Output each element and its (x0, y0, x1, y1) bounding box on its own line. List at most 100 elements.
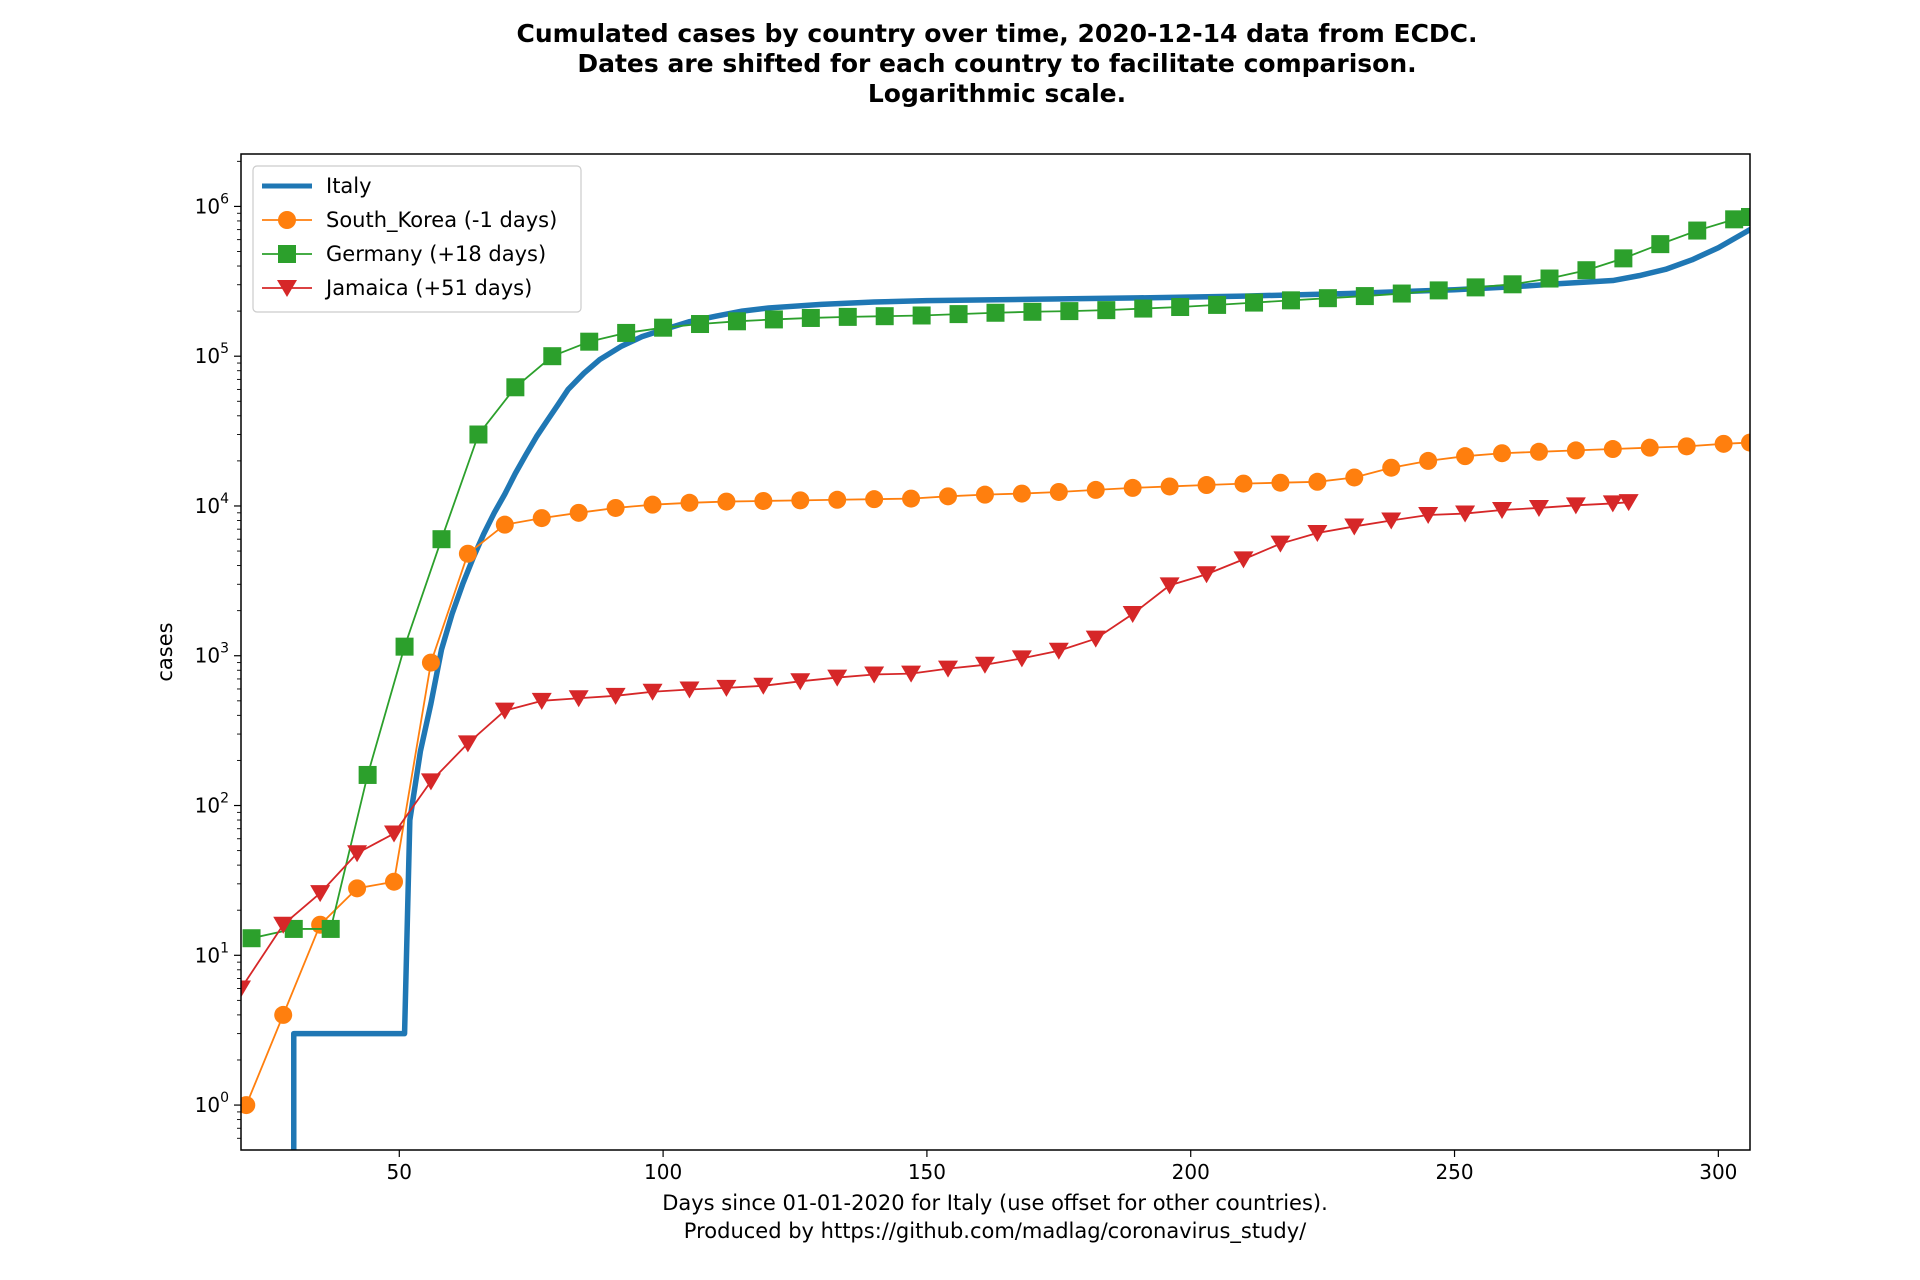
jamaica-point (1233, 551, 1254, 569)
south-korea-point (495, 515, 514, 534)
south-korea-point (1382, 458, 1401, 477)
y-tick-label-base: 10 (195, 943, 220, 967)
germany-point (727, 312, 746, 331)
germany-point (358, 765, 377, 784)
jamaica-point (1122, 605, 1143, 623)
germany-point (1245, 293, 1264, 312)
jamaica-point (642, 683, 663, 701)
jamaica-point (974, 656, 995, 674)
x-tick-label-100: 100 (644, 1160, 682, 1184)
jamaica-point (273, 916, 294, 934)
germany-point (1466, 278, 1485, 297)
south-korea-point (1714, 434, 1733, 453)
x-tick-label-300: 300 (1699, 1160, 1737, 1184)
south-korea-point (1419, 451, 1438, 470)
title-line-2: Dates are shifted for each country to fa… (577, 49, 1416, 78)
germany-point (242, 929, 261, 948)
jamaica-point (568, 690, 589, 708)
germany-point (469, 425, 488, 444)
legend-marker-germany (278, 245, 296, 263)
germany-point (691, 315, 710, 334)
south-korea-point (1012, 484, 1031, 503)
legend: Italy South_Korea (-1 days) Germany (+18… (252, 165, 582, 313)
south-korea-point (1308, 472, 1327, 491)
germany-point (1614, 249, 1633, 268)
germany-point (506, 378, 525, 397)
jamaica-point (1618, 494, 1639, 512)
jamaica-point (827, 669, 848, 687)
jamaica-point (790, 673, 811, 691)
jamaica-point (1344, 518, 1365, 536)
germany-point (284, 919, 303, 938)
south-korea-point (569, 503, 588, 522)
germany-point (543, 347, 562, 366)
jamaica-point (1011, 650, 1032, 668)
south-korea-point (1123, 478, 1142, 497)
germany-point (1651, 235, 1670, 254)
germany-point (1171, 298, 1190, 317)
south-korea-point (1271, 473, 1290, 492)
legend-frame (252, 165, 582, 313)
x-axis-label-line-1: Days since 01-01-2020 for Italy (use off… (662, 1191, 1328, 1215)
south-korea-point (1741, 433, 1750, 452)
germany-point (580, 332, 599, 351)
jamaica-point (753, 677, 774, 695)
south-korea-point (1049, 482, 1068, 501)
y-tick-label-1e4: 104 (195, 491, 229, 518)
south-korea-point (865, 490, 884, 509)
jamaica-point (1048, 642, 1069, 660)
jamaica-point (1307, 524, 1328, 542)
jamaica-point (679, 681, 700, 699)
germany-point (1355, 287, 1374, 306)
series-line-jamaica (241, 501, 1630, 990)
plot-frame (240, 153, 1751, 1151)
x-tick-label-150: 150 (908, 1160, 946, 1184)
south-korea-point (939, 487, 958, 506)
germany-point (321, 919, 340, 938)
germany-point (1503, 275, 1522, 294)
germany-point (1134, 299, 1153, 318)
jamaica-point (1159, 577, 1180, 595)
jamaica-point (457, 735, 478, 753)
y-tick-label-base: 10 (195, 194, 220, 218)
germany-point (1208, 295, 1227, 314)
germany-point (1429, 281, 1448, 300)
y-tick-label-1e3: 103 (195, 641, 229, 668)
germany-point (1023, 302, 1042, 321)
jamaica-point (1196, 566, 1217, 584)
germany-point (432, 530, 451, 549)
germany-point (1741, 207, 1750, 226)
south-korea-point (902, 489, 921, 508)
germany-point (617, 323, 636, 342)
jamaica-point (310, 885, 331, 903)
south-korea-point (1566, 441, 1585, 460)
south-korea-point (1677, 437, 1696, 456)
x-tick-label-250: 250 (1435, 1160, 1473, 1184)
title-line-3: Logarithmic scale. (868, 79, 1126, 108)
jamaica-point (1381, 512, 1402, 530)
jamaica-point (938, 660, 959, 678)
south-korea-point (532, 509, 551, 528)
y-tick-label-1e6: 106 (195, 191, 229, 218)
legend-label-south-korea: South_Korea (-1 days) (326, 208, 557, 233)
y-tick-label-exp: 4 (220, 491, 229, 507)
jamaica-point (1418, 507, 1439, 525)
jamaica-point (1602, 495, 1623, 513)
legend-label-jamaica: Jamaica (+51 days) (324, 276, 532, 300)
germany-point (1540, 269, 1559, 288)
south-korea-point (791, 491, 810, 510)
jamaica-point (494, 702, 515, 720)
south-korea-point (274, 1005, 293, 1024)
south-korea-point (680, 493, 699, 512)
south-korea-point (975, 485, 994, 504)
legend-item-jamaica: Jamaica (+51 days) (262, 276, 532, 300)
south-korea-point (385, 872, 404, 891)
germany-point (764, 310, 783, 329)
y-tick-label-exp: 1 (220, 940, 229, 956)
germany-point (1097, 301, 1116, 320)
south-korea-point (1529, 442, 1548, 461)
south-korea-point (1086, 480, 1105, 499)
germany-point (1392, 284, 1411, 303)
germany-point (986, 303, 1005, 322)
